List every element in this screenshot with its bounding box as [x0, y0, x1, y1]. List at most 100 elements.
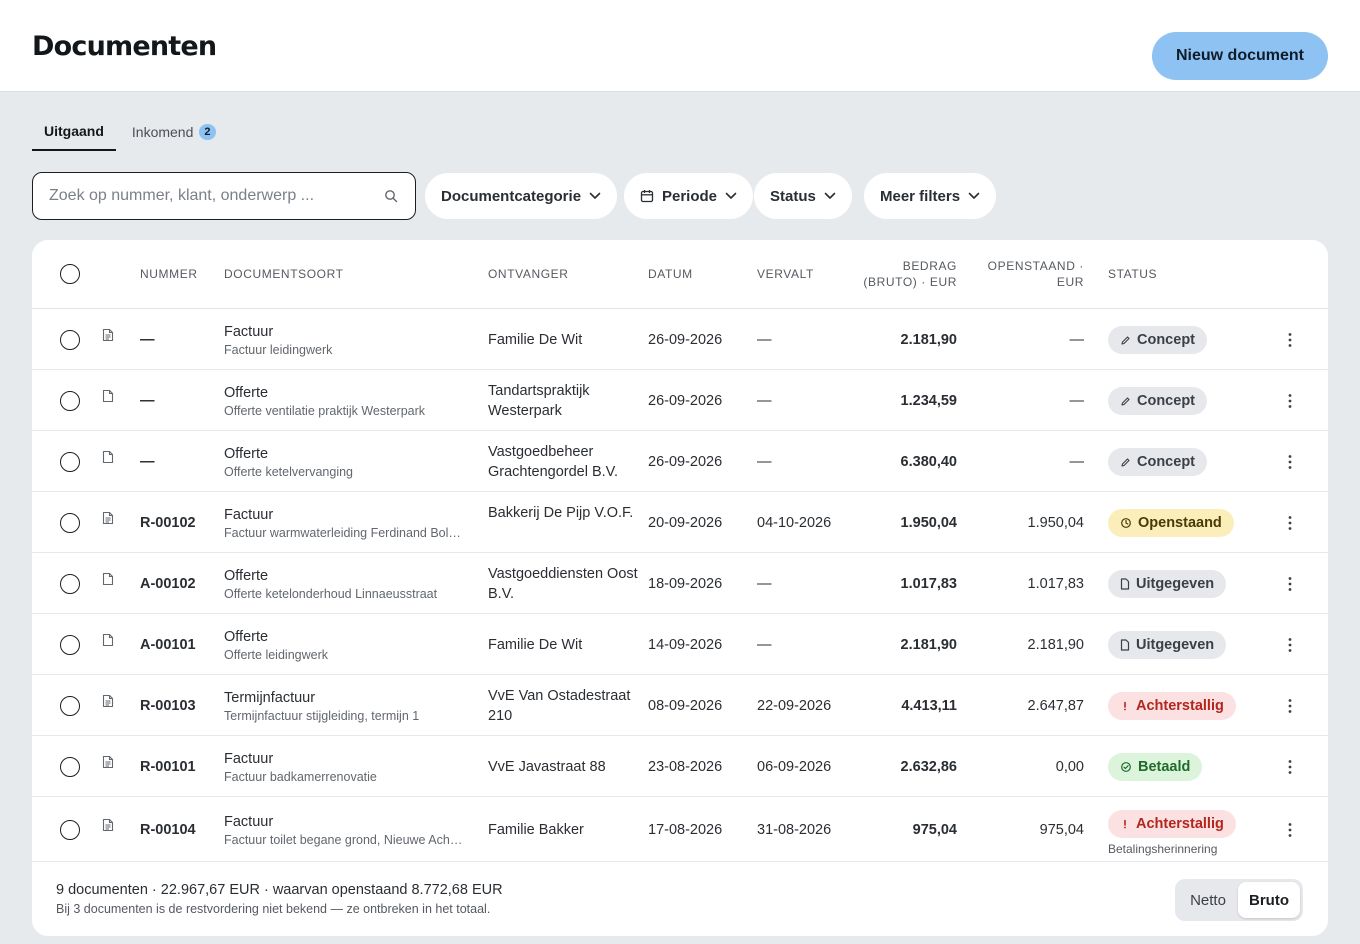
- row-actions-icon[interactable]: [1280, 757, 1300, 777]
- status-label: Uitgegeven: [1136, 637, 1215, 653]
- select-all-checkbox[interactable]: [60, 264, 80, 284]
- document-type-title: Offerte: [224, 446, 269, 462]
- table-row[interactable]: A-00101 Offerte Offerte leidingwerk Familie…: [32, 614, 1328, 675]
- tab-uitgaand[interactable]: Uitgaand: [32, 112, 116, 151]
- search-icon[interactable]: [384, 189, 398, 203]
- table-row[interactable]: R-00101 Factuur Factuur badkamerrenovatie V…: [32, 736, 1328, 797]
- table-row[interactable]: R-00104 Factuur Factuur toilet begane gron…: [32, 797, 1328, 862]
- document-type-title: Factuur: [224, 507, 274, 523]
- toggle-netto[interactable]: Netto: [1190, 891, 1226, 909]
- row-actions-icon[interactable]: [1280, 513, 1300, 533]
- row-checkbox[interactable]: [60, 757, 80, 777]
- amount-gross: 2.181,90: [900, 332, 957, 348]
- column-header-doctype[interactable]: Documentsoort: [224, 267, 344, 281]
- filter-periode[interactable]: Periode: [624, 173, 754, 219]
- column-header-date[interactable]: Datum: [648, 267, 693, 281]
- document-number[interactable]: R-00101: [140, 759, 196, 775]
- recipient: Familie De Wit: [488, 332, 583, 348]
- row-checkbox[interactable]: [60, 452, 80, 472]
- table-row[interactable]: — Offerte Offerte ketelvervanging Vastgoedb…: [32, 431, 1328, 492]
- row-checkbox[interactable]: [60, 513, 80, 533]
- row-actions-icon[interactable]: [1280, 820, 1300, 840]
- document-number[interactable]: R-00104: [140, 822, 196, 838]
- filter-documentcategorie[interactable]: Documentcategorie: [425, 173, 618, 219]
- due-date: —: [757, 576, 772, 592]
- amount-open: —: [1069, 393, 1085, 409]
- filter-label: Status: [770, 187, 816, 205]
- filter-status[interactable]: Status: [754, 173, 852, 219]
- search-box[interactable]: [32, 172, 416, 220]
- recipient: VvE Van Ostadestraat 210: [488, 688, 631, 724]
- column-header-open[interactable]: Openstaand · EUR: [988, 258, 1084, 290]
- status-label: Concept: [1137, 393, 1195, 409]
- document-icon: [1120, 639, 1130, 651]
- amount-open: 975,04: [1039, 822, 1084, 838]
- table-row[interactable]: — Factuur Factuur leidingwerk Familie De Wi…: [32, 309, 1328, 370]
- row-checkbox[interactable]: [60, 330, 80, 350]
- document-subject: Factuur badkamerrenovatie: [224, 770, 377, 784]
- clock-icon: [1120, 517, 1132, 529]
- table-row[interactable]: A-00102 Offerte Offerte ketelonderhoud Lin…: [32, 553, 1328, 614]
- document-number[interactable]: —: [140, 454, 155, 470]
- row-actions-icon[interactable]: [1280, 635, 1300, 655]
- calendar-icon: [640, 190, 654, 203]
- row-checkbox[interactable]: [60, 696, 80, 716]
- document-number[interactable]: —: [140, 393, 155, 409]
- document-date: 18-09-2026: [648, 576, 723, 592]
- amount-open: 1.017,83: [1027, 576, 1084, 592]
- tab-label: Uitgaand: [44, 122, 104, 139]
- column-header-amount-line2: (bruto) · EUR: [863, 275, 957, 289]
- column-header-status[interactable]: Status: [1108, 267, 1158, 281]
- status-badge: Concept: [1108, 326, 1207, 354]
- table-row[interactable]: R-00102 Factuur Factuur warmwaterleiding F…: [32, 492, 1328, 553]
- recipient: Vastgoedbeheer Grachtengordel B.V.: [488, 444, 619, 480]
- totals-note: Bij 3 documenten is de restvordering nie…: [56, 902, 491, 916]
- document-subject: Factuur toilet begane grond, Nieuwe Ach…: [224, 833, 463, 847]
- row-actions-icon[interactable]: [1280, 391, 1300, 411]
- column-header-amount[interactable]: Bedrag (bruto) · EUR: [863, 258, 957, 290]
- column-header-recipient[interactable]: Ontvanger: [488, 267, 569, 281]
- document-subject: Offerte ketelvervanging: [224, 465, 354, 479]
- chevron-down-icon: [589, 192, 601, 199]
- filter-label: Periode: [662, 187, 718, 205]
- table-row[interactable]: R-00103 Termijnfactuur Termijnfactuur stij…: [32, 675, 1328, 736]
- document-number[interactable]: A-00102: [140, 576, 196, 592]
- quote-icon: [102, 633, 114, 652]
- pencil-icon: [1120, 335, 1131, 346]
- row-checkbox[interactable]: [60, 820, 80, 840]
- amount-gross: 1.950,04: [900, 515, 957, 531]
- row-actions-icon[interactable]: [1280, 696, 1300, 716]
- row-actions-icon[interactable]: [1280, 574, 1300, 594]
- due-date: 06-09-2026: [757, 759, 832, 775]
- table-row[interactable]: — Offerte Offerte ventilatie praktijk West…: [32, 370, 1328, 431]
- document-number[interactable]: R-00102: [140, 515, 196, 531]
- document-number[interactable]: —: [140, 332, 155, 348]
- toggle-bruto[interactable]: Bruto: [1238, 882, 1300, 918]
- row-actions-icon[interactable]: [1280, 452, 1300, 472]
- column-header-due[interactable]: Vervalt: [757, 267, 814, 281]
- amount-gross: 2.181,90: [900, 637, 957, 653]
- tab-inkomend[interactable]: Inkomend 2: [120, 112, 228, 151]
- amount-gross: 1.017,83: [900, 576, 957, 592]
- row-checkbox[interactable]: [60, 391, 80, 411]
- document-number[interactable]: A-00101: [140, 637, 196, 653]
- recipient: Familie De Wit: [488, 637, 583, 653]
- document-type-title: Offerte: [224, 385, 269, 401]
- document-type-title: Factuur: [224, 324, 274, 340]
- new-document-button[interactable]: Nieuw document: [1152, 32, 1328, 80]
- row-actions-icon[interactable]: [1280, 330, 1300, 350]
- column-header-number[interactable]: Nummer: [140, 267, 198, 281]
- search-input[interactable]: [49, 185, 369, 207]
- recipient: Tandartspraktijk Westerpark: [488, 383, 590, 419]
- status-label: Concept: [1137, 332, 1195, 348]
- document-date: 08-09-2026: [648, 698, 723, 714]
- due-date: —: [757, 637, 772, 653]
- row-checkbox[interactable]: [60, 635, 80, 655]
- status-badge: Concept: [1108, 448, 1207, 476]
- due-date: 04-10-2026: [757, 515, 832, 531]
- document-number[interactable]: R-00103: [140, 698, 196, 714]
- alert-icon: [1120, 818, 1130, 830]
- row-checkbox[interactable]: [60, 574, 80, 594]
- filter-meer-filters[interactable]: Meer filters: [864, 173, 997, 219]
- document-type: Factuur Factuur toilet begane grond, Nieu…: [224, 813, 472, 849]
